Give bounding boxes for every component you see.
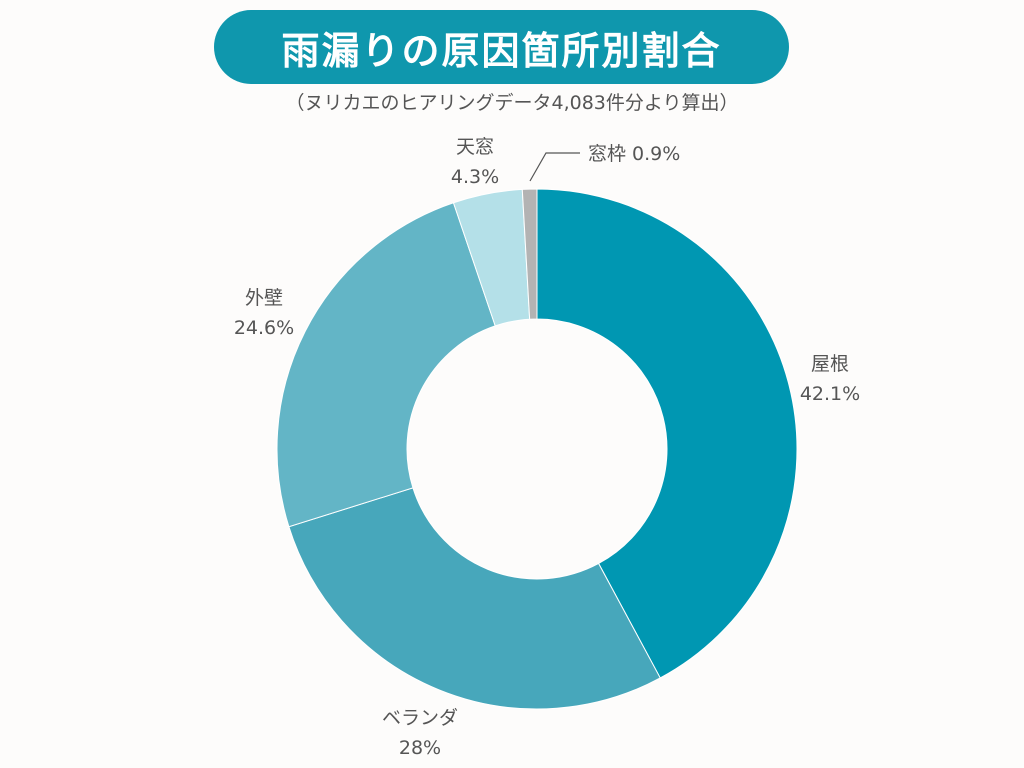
chart-title: 雨漏りの原因箇所別割合 [281, 28, 722, 73]
slice-label-3: 天窓 [456, 136, 494, 158]
slice-label-2: 外壁 [245, 287, 283, 309]
title-banner: 雨漏りの原因箇所別割合 [214, 10, 789, 84]
slice-label-1: ベランダ [382, 707, 458, 729]
slices-group [276, 188, 798, 710]
slice-1 [288, 487, 661, 710]
slice-value-0: 42.1% [800, 383, 860, 405]
leader-line-4 [529, 152, 580, 182]
slice-4 [521, 188, 538, 320]
slice-2 [276, 202, 496, 528]
labels-group: 屋根 42.1% ベランダ 28% 外壁 24.6% 天窓 4.3% 窓枠 0.9% [234, 136, 860, 759]
slice-value-3: 4.3% [451, 166, 499, 188]
slice-0 [536, 188, 798, 679]
slice-value-1: 28% [399, 737, 441, 759]
chart-subtitle: （ヌリカエのヒアリングデータ4,083件分より算出） [285, 92, 739, 114]
slice-value-2: 24.6% [234, 317, 294, 339]
slice-label-4: 窓枠 0.9% [588, 143, 680, 165]
slice-label-0: 屋根 [811, 353, 849, 375]
